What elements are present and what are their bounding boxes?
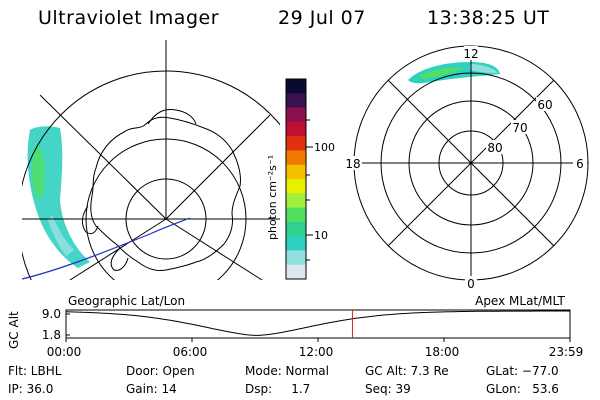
colorbar-swatch — [286, 264, 306, 280]
colorbar-swatch — [286, 207, 306, 223]
time-label: 13:38:25 UT — [427, 7, 550, 29]
glat-info: GLat: −77.0 — [486, 364, 559, 378]
seq-info: Seq: 39 — [365, 382, 411, 396]
colorbar-tick: 10 — [314, 229, 328, 242]
colorbar-swatch — [286, 136, 306, 151]
mlt-label-6: 6 — [576, 157, 584, 171]
filter-info: Flt: LBHL — [8, 364, 62, 378]
dsp-info: Dsp: 1.7 — [245, 382, 311, 396]
mlt-label-0: 0 — [467, 277, 475, 291]
terminator-line — [22, 217, 191, 280]
mlat-label-70: 70 — [512, 121, 527, 135]
glon-info: GLon: 53.6 — [486, 382, 559, 396]
mlt-label-12: 12 — [463, 47, 478, 61]
colorbar-tick: 100 — [314, 141, 335, 154]
colorbar-swatch — [286, 121, 306, 137]
mlt-label-18: 18 — [345, 157, 360, 171]
timeline-left-title: Geographic Lat/Lon — [68, 294, 185, 308]
gc-alt-info: GC Alt: 7.3 Re — [365, 364, 449, 378]
door-info: Door: Open — [126, 364, 195, 378]
colorbar-swatch — [286, 221, 306, 237]
mode-info: Mode: Normal — [245, 364, 329, 378]
y-tick-1.8: 1.8 — [42, 328, 61, 342]
colorbar-label: photon cm⁻²s⁻¹ — [266, 155, 279, 240]
x-tick: 06:00 — [173, 345, 208, 359]
colorbar-swatch — [286, 250, 306, 266]
colorbar-swatch — [286, 193, 306, 209]
colorbar-swatch — [286, 150, 306, 166]
colorbar-swatch — [286, 79, 306, 94]
colorbar-swatch — [286, 107, 306, 123]
gain-info: Gain: 14 — [126, 382, 177, 396]
colorbar-swatch — [286, 236, 306, 251]
altitude-curve — [65, 310, 570, 336]
x-tick: 00:00 — [47, 345, 82, 359]
mlat-label-80: 80 — [487, 141, 502, 155]
x-tick: 18:00 — [425, 345, 460, 359]
instrument-title: Ultraviolet Imager — [38, 7, 220, 29]
ip-info: IP: 36.0 — [8, 382, 54, 396]
colorbar-swatch — [286, 93, 306, 109]
y-tick-9: 9.0 — [42, 307, 61, 321]
x-tick: 23:59 — [549, 345, 584, 359]
timeline-frame — [65, 309, 571, 339]
mlat-label-60: 60 — [537, 98, 552, 112]
antarctica-coastline — [90, 116, 241, 271]
colorbar-swatch — [286, 164, 306, 180]
date-label: 29 Jul 07 — [278, 7, 366, 29]
colorbar-swatch — [286, 179, 306, 194]
x-tick: 12:00 — [299, 345, 334, 359]
timeline-axis-label: GC Alt — [7, 311, 21, 349]
timeline-right-title: Apex MLat/MLT — [475, 294, 565, 308]
